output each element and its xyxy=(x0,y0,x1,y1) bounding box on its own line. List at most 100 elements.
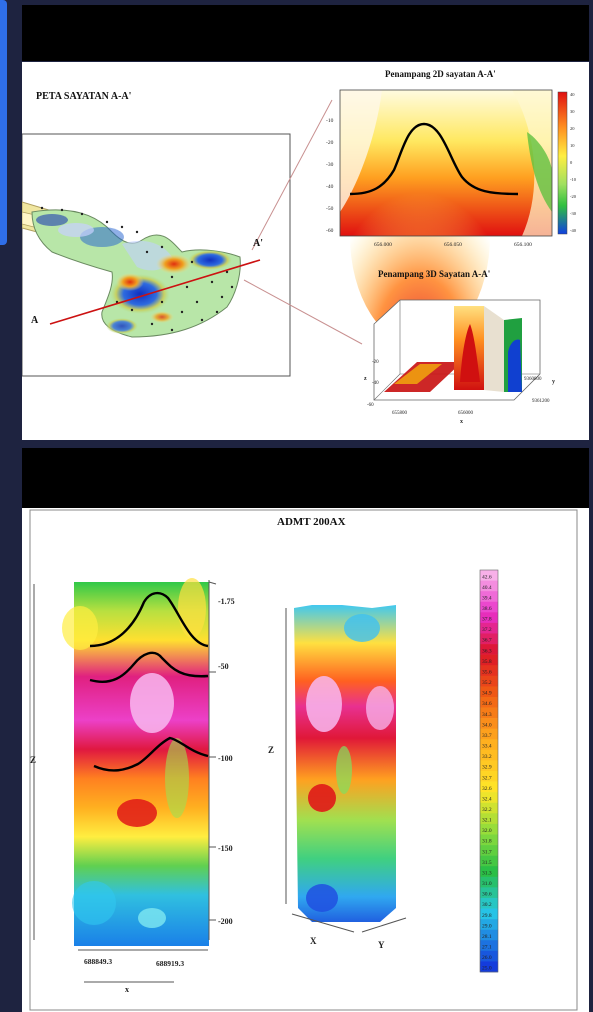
svg-text:656.050: 656.050 xyxy=(444,242,462,248)
colorscale-label: 35.6 xyxy=(482,669,492,675)
colorscale-label: 39.4 xyxy=(482,595,492,601)
section-3d-y-ticks: 9360800 9361200 xyxy=(524,377,550,404)
colorscale-label: 31.3 xyxy=(482,870,492,876)
colorscale-label: 31.0 xyxy=(482,881,492,887)
map-title: PETA SAYATAN A-A' xyxy=(36,91,132,102)
section-2d-profile-line xyxy=(349,122,519,196)
colorscale-label: 40.4 xyxy=(482,585,492,591)
svg-text:656.000: 656.000 xyxy=(374,242,392,248)
colorscale-swatch xyxy=(480,665,498,677)
admt-2d-section: -1.75 -50 -100 -150 -200 688849.3 688919… xyxy=(30,578,235,994)
colorscale-label: 28.1 xyxy=(482,934,492,940)
bottom-inner-frame xyxy=(29,509,578,1011)
section-2d-title: Penampang 2D sayatan A-A' xyxy=(385,69,496,79)
svg-text:0: 0 xyxy=(570,160,573,165)
colorscale-label: 34.0 xyxy=(482,722,492,728)
colorscale-label: 32.9 xyxy=(482,765,492,771)
section-line-a-a-prime xyxy=(49,259,261,325)
colorscale-label: 34.3 xyxy=(482,712,492,718)
colorscale-swatch xyxy=(480,633,498,645)
colorscale-label: 29.8 xyxy=(482,913,492,919)
svg-text:656.100: 656.100 xyxy=(514,242,532,248)
colorscale-swatch xyxy=(480,866,498,878)
bottom-figure-svg: ADMT 200AX -1.75 -50 xyxy=(29,509,578,1011)
svg-text:-20: -20 xyxy=(326,140,334,146)
colorscale-label: 32.4 xyxy=(482,796,492,802)
admt-2d-profile-line-2 xyxy=(89,651,209,683)
colorscale-swatch xyxy=(480,718,498,729)
svg-text:-50: -50 xyxy=(326,206,334,212)
svg-text:688919.3: 688919.3 xyxy=(156,959,184,968)
svg-text:655800: 655800 xyxy=(392,411,408,416)
svg-text:-30: -30 xyxy=(570,211,577,216)
colorscale-swatch xyxy=(480,580,498,592)
svg-text:30: 30 xyxy=(570,109,575,114)
section-3d-z-ticks: -20 -40 -60 xyxy=(367,360,379,408)
admt-2d-profile-line-1 xyxy=(89,591,209,648)
admt-2d-xlabel: x xyxy=(125,985,129,994)
colorscale-label: 42.6 xyxy=(482,574,492,580)
section-3d-title: Penampang 3D Sayatan A-A' xyxy=(378,269,490,279)
svg-text:-40: -40 xyxy=(372,381,379,386)
admt-3d-xlabel: X xyxy=(310,936,317,946)
contour-map xyxy=(22,201,261,338)
colorscale-label: 34.9 xyxy=(482,691,492,697)
colorscale-swatch xyxy=(480,760,498,772)
colorscale-label: 27.1 xyxy=(482,945,492,951)
svg-text:9360800: 9360800 xyxy=(524,377,542,382)
admt-2d-zlabel: Z xyxy=(30,755,36,765)
svg-text:-60: -60 xyxy=(367,403,374,408)
svg-text:688849.3: 688849.3 xyxy=(84,957,112,966)
colorscale-label: 32.1 xyxy=(482,818,492,824)
section-2d-colorbar-ticks: 40 30 20 10 0 -10 -20 -30 -40 xyxy=(570,92,577,233)
label-a-prime: A' xyxy=(253,238,263,249)
admt-colorscale: 42.6 40.4 39.4 38.6 37.8 37.2 36.7 36.3 35.8 35.6… xyxy=(479,569,499,973)
section-3d-x-ticks: 655800 656000 xyxy=(392,411,474,416)
admt-3d-section: Z X Y xyxy=(268,605,407,950)
colorscale-swatch xyxy=(480,612,498,624)
svg-text:656000: 656000 xyxy=(458,411,474,416)
colorscale-swatch xyxy=(480,644,498,655)
admt-3d-zlabel: Z xyxy=(268,745,274,755)
colorscale-label: 30.2 xyxy=(482,902,492,908)
colorscale-frame xyxy=(479,569,499,973)
colorscale-swatch xyxy=(480,781,498,793)
svg-text:-60: -60 xyxy=(326,228,334,234)
section-2d-colorbar xyxy=(557,91,568,235)
colorscale-swatch xyxy=(480,771,498,782)
svg-text:-200: -200 xyxy=(218,917,233,926)
svg-text:-10: -10 xyxy=(570,177,577,182)
colorscale-label: 32.6 xyxy=(482,786,492,792)
colorscale-swatch xyxy=(480,591,498,603)
svg-text:-30: -30 xyxy=(326,162,334,168)
section-3d-zlabel: z xyxy=(364,376,367,382)
svg-text:-10: -10 xyxy=(326,118,334,124)
map-frame xyxy=(22,133,291,377)
svg-text:20: 20 xyxy=(570,126,575,131)
svg-text:-100: -100 xyxy=(218,754,233,763)
left-accent-bar xyxy=(0,0,7,245)
colorscale-swatch xyxy=(480,749,498,761)
bottom-title-banner xyxy=(22,448,589,508)
colorscale-label: 31.7 xyxy=(482,849,492,855)
colorscale-label: 35.2 xyxy=(482,680,492,686)
colorscale-label: 32.2 xyxy=(482,807,492,813)
colorscale-swatch xyxy=(480,792,498,804)
colorscale-label: 38.6 xyxy=(482,606,492,612)
colorscale-swatch xyxy=(480,834,498,846)
connector-line-3d xyxy=(243,279,363,345)
colorscale-label: 33.4 xyxy=(482,744,492,750)
colorscale-swatch xyxy=(480,601,498,613)
section-2d-y-ticks: -10 -20 -30 -40 -50 -60 xyxy=(326,118,334,234)
colorscale-swatch xyxy=(480,823,498,835)
svg-text:10: 10 xyxy=(570,143,575,148)
colorscale-swatch xyxy=(480,929,498,941)
colorscale-label: 30.6 xyxy=(482,892,492,898)
colorscale-swatch xyxy=(480,654,498,666)
svg-text:40: 40 xyxy=(570,92,575,97)
admt-title: ADMT 200AX xyxy=(277,516,346,528)
colorscale-swatch xyxy=(480,728,498,740)
svg-text:-50: -50 xyxy=(218,662,229,671)
svg-text:9361200: 9361200 xyxy=(532,399,550,404)
colorscale-swatch xyxy=(480,622,498,634)
